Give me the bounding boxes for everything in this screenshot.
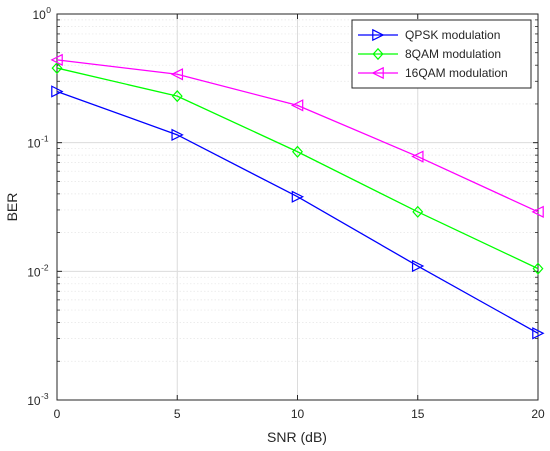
legend-marker <box>372 28 385 42</box>
x-axis-title: SNR (dB) <box>267 429 327 445</box>
legend-marker <box>372 47 384 61</box>
y-axis-title: BER <box>4 193 20 222</box>
y-tick-label: 10 -2 <box>27 262 49 279</box>
y-tick-base: 10 <box>27 265 41 279</box>
y-tick-label: 10 -1 <box>27 134 49 151</box>
x-tick-label: 0 <box>54 407 61 421</box>
series-2 <box>50 53 544 219</box>
y-tick-exponent: -1 <box>41 134 49 144</box>
data-point <box>51 61 63 75</box>
data-point <box>171 128 184 142</box>
axis-ticks <box>56 13 539 401</box>
y-tick-label: 10 -3 <box>27 391 49 408</box>
y-tick-base: 10 <box>27 394 41 408</box>
legend: QPSK modulation 8QAM modulation 16QAM modu… <box>351 19 532 89</box>
data-point <box>411 259 425 273</box>
data-point <box>532 262 544 275</box>
series-1 <box>51 61 544 275</box>
data-point <box>531 205 544 219</box>
x-tick-label: 20 <box>531 407 545 421</box>
y-tick-base: 10 <box>32 8 46 22</box>
x-tick-label: 5 <box>174 407 181 421</box>
x-tick-label: 15 <box>411 407 425 421</box>
series-layer <box>50 53 545 340</box>
data-point <box>170 68 184 81</box>
y-tick-base: 10 <box>27 137 41 151</box>
legend-item: QPSK modulation <box>358 28 500 42</box>
series-line <box>56 59 539 213</box>
y-tick-exponent: -2 <box>41 262 49 272</box>
data-point <box>412 205 424 218</box>
legend-marker <box>371 66 384 80</box>
data-point <box>50 53 63 67</box>
series-line <box>56 67 539 270</box>
series-line <box>56 90 539 334</box>
data-point <box>411 150 424 163</box>
legend-label: 8QAM modulation <box>405 47 501 61</box>
legend-item: 8QAM modulation <box>358 47 501 61</box>
legend-item: 16QAM modulation <box>358 66 508 80</box>
legend-label: QPSK modulation <box>405 28 500 42</box>
y-tick-label: 10 0 <box>32 5 51 22</box>
y-tick-exponent: -3 <box>41 391 49 401</box>
x-tick-labels: 0 5 10 15 20 <box>54 407 545 421</box>
data-point <box>291 190 305 203</box>
series-0 <box>51 85 545 340</box>
data-point <box>171 90 183 103</box>
data-point <box>292 145 303 158</box>
x-tick-label: 10 <box>291 407 305 421</box>
y-tick-exponent: 0 <box>46 5 51 15</box>
data-point <box>532 327 545 340</box>
data-point <box>51 85 64 98</box>
data-point <box>290 99 304 112</box>
legend-label: 16QAM modulation <box>405 66 508 80</box>
